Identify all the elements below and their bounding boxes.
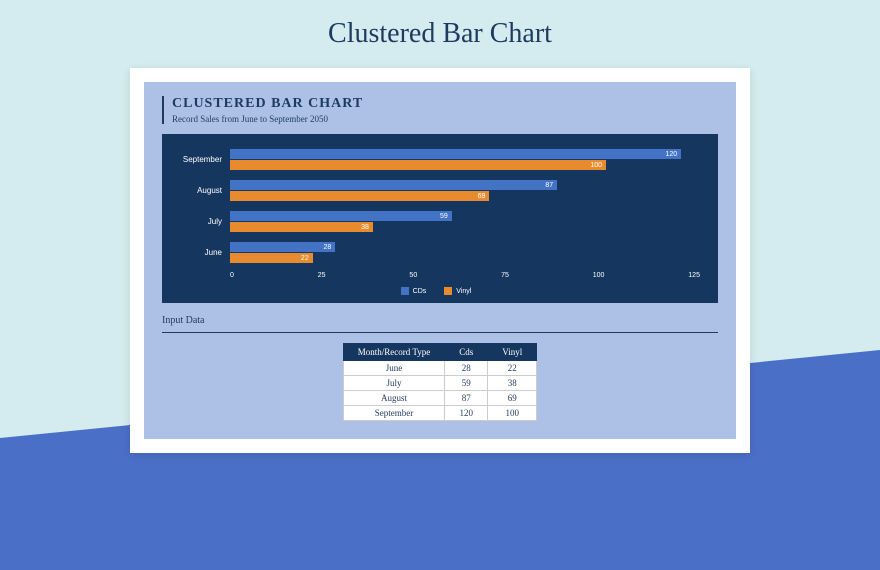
table-row: August8769: [343, 391, 536, 406]
legend-label: Vinyl: [456, 288, 471, 295]
bar: 87: [230, 180, 557, 190]
x-tick: 100: [593, 272, 605, 279]
legend-item: Vinyl: [444, 287, 471, 295]
table-row: June2822: [343, 361, 536, 376]
x-tick: 0: [230, 272, 234, 279]
bar-area: 28 22: [230, 241, 700, 264]
x-tick: 75: [501, 272, 509, 279]
chart-plot: September120100August8769July5938June282…: [162, 134, 718, 303]
table-cell: 100: [488, 406, 537, 421]
bar: 69: [230, 191, 489, 201]
chart-title: CLUSTERED BAR CHART: [172, 96, 718, 112]
bar-value-label: 38: [361, 224, 369, 231]
table-header-cell: Vinyl: [488, 344, 537, 361]
table-cell: July: [343, 376, 444, 391]
table-row: July5938: [343, 376, 536, 391]
bar-value-label: 59: [440, 213, 448, 220]
table-cell: 22: [488, 361, 537, 376]
chart-row: June 28 22: [172, 241, 700, 264]
y-axis-label: August: [172, 186, 230, 195]
chart-subtitle: Record Sales from June to September 2050: [172, 114, 718, 124]
y-axis-label: September: [172, 155, 230, 164]
table-cell: 28: [445, 361, 488, 376]
x-tick: 125: [688, 272, 700, 279]
chart-heading: CLUSTERED BAR CHART Record Sales from Ju…: [162, 96, 718, 124]
bar-area: 120 100: [230, 148, 700, 171]
x-tick: 50: [409, 272, 417, 279]
page-title: Clustered Bar Chart: [0, 0, 880, 50]
bar-value-label: 120: [666, 151, 678, 158]
bar: 100: [230, 160, 606, 170]
y-axis-label: June: [172, 248, 230, 257]
table-header-cell: Cds: [445, 344, 488, 361]
data-table-container: Month/Record TypeCdsVinylJune2822July593…: [162, 343, 718, 421]
data-table: Month/Record TypeCdsVinylJune2822July593…: [343, 343, 537, 421]
x-axis: 0 25 50 75 100 125: [172, 272, 700, 279]
bar-area: 87 69: [230, 179, 700, 202]
bar-value-label: 28: [323, 244, 331, 251]
legend-item: CDs: [401, 287, 427, 295]
x-ticks: 0 25 50 75 100 125: [230, 272, 700, 279]
bar: 120: [230, 149, 681, 159]
divider: [162, 332, 718, 333]
table-cell: 69: [488, 391, 537, 406]
data-section-title: Input Data: [162, 315, 718, 326]
table-cell: June: [343, 361, 444, 376]
chart-row: July 59 38: [172, 210, 700, 233]
chart-card: CLUSTERED BAR CHART Record Sales from Ju…: [130, 68, 750, 453]
chart-legend: CDs Vinyl: [172, 287, 700, 295]
bar: 38: [230, 222, 373, 232]
bar-value-label: 22: [301, 255, 309, 262]
table-cell: 59: [445, 376, 488, 391]
table-cell: 120: [445, 406, 488, 421]
chart-panel: CLUSTERED BAR CHART Record Sales from Ju…: [144, 82, 736, 439]
y-axis-label: July: [172, 217, 230, 226]
chart-rows: September120100August8769July5938June282…: [172, 148, 700, 264]
bar-value-label: 69: [478, 193, 486, 200]
legend-label: CDs: [413, 288, 427, 295]
bar-area: 59 38: [230, 210, 700, 233]
chart-row: August 87 69: [172, 179, 700, 202]
legend-swatch: [444, 287, 452, 295]
bar: 59: [230, 211, 452, 221]
table-row: September120100: [343, 406, 536, 421]
chart-row: September 120 100: [172, 148, 700, 171]
bar-value-label: 100: [590, 162, 602, 169]
table-cell: 38: [488, 376, 537, 391]
bar-value-label: 87: [545, 182, 553, 189]
x-tick: 25: [318, 272, 326, 279]
legend-swatch: [401, 287, 409, 295]
bar: 22: [230, 253, 313, 263]
table-cell: 87: [445, 391, 488, 406]
table-header-cell: Month/Record Type: [343, 344, 444, 361]
table-cell: September: [343, 406, 444, 421]
table-cell: August: [343, 391, 444, 406]
bar: 28: [230, 242, 335, 252]
